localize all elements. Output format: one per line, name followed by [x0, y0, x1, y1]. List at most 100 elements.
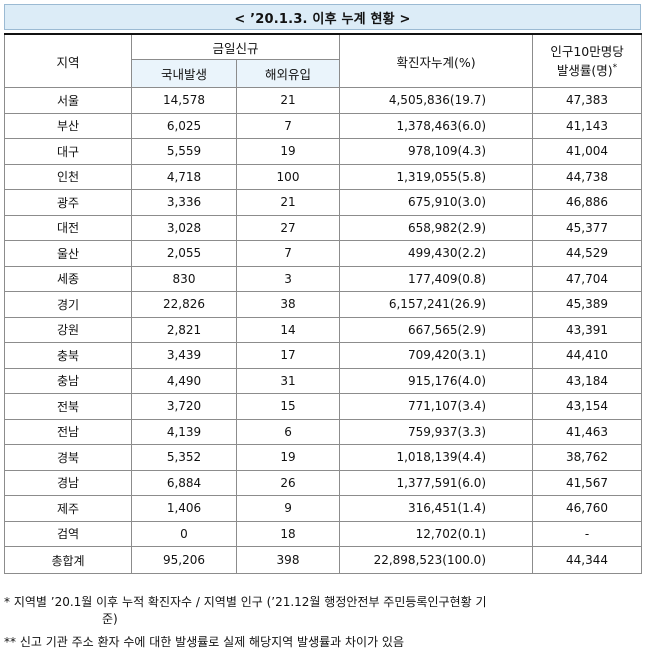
table-row: 전남 4,139 6 759,937(3.3) 41,463 [4, 418, 643, 445]
rate-cell: 44,529 [532, 240, 643, 267]
table-row: 강원 2,821 14 667,565(2.9) 43,391 [4, 316, 643, 343]
rate-cell: 44,344 [532, 546, 643, 574]
domestic-cell: 95,206 [131, 546, 237, 574]
region-cell: 경북 [4, 444, 132, 471]
region-cell: 총합계 [4, 546, 132, 574]
table-body: 서울 14,578 21 4,505,836(19.7) 47,383 부산 6,025 7… [4, 87, 643, 574]
cumulative-cell: 771,107(3.4) [339, 393, 534, 420]
rate-cell: 43,184 [532, 367, 643, 394]
rate-cell: 43,391 [532, 316, 643, 343]
cumulative-cell: 978,109(4.3) [339, 138, 534, 165]
header-domestic: 국내발생 [131, 59, 237, 88]
region-cell: 울산 [4, 240, 132, 267]
rate-cell: 47,383 [532, 87, 643, 114]
table-row: 대전 3,028 27 658,982(2.9) 45,377 [4, 214, 643, 241]
domestic-cell: 0 [131, 520, 237, 547]
rate-cell: 43,154 [532, 393, 643, 420]
overseas-cell: 7 [235, 240, 341, 267]
cumulative-cell: 1,319,055(5.8) [339, 163, 534, 190]
table-row: 충북 3,439 17 709,420(3.1) 44,410 [4, 342, 643, 369]
domestic-cell: 3,720 [131, 393, 237, 420]
table-row: 세종 830 3 177,409(0.8) 47,704 [4, 265, 643, 292]
region-cell: 서울 [4, 87, 132, 114]
table-row: 경남 6,884 26 1,377,591(6.0) 41,567 [4, 469, 643, 496]
cumulative-cell: 1,018,139(4.4) [339, 444, 534, 471]
overseas-cell: 100 [235, 163, 341, 190]
cumulative-status-table: 지역 금일신규 확진자누계(%) 인구10만명당 발생률(명)* 국내발생 해외… [4, 33, 643, 574]
rate-cell: 41,567 [532, 469, 643, 496]
region-cell: 강원 [4, 316, 132, 343]
overseas-cell: 31 [235, 367, 341, 394]
footnote-1-text: * 지역별 ’20.1월 이후 누적 확진자수 / 지역별 인구 (’21.12… [4, 595, 487, 609]
table-row: 경기 22,826 38 6,157,241(26.9) 45,389 [4, 291, 643, 318]
domestic-cell: 4,490 [131, 367, 237, 394]
table-row: 대구 5,559 19 978,109(4.3) 41,004 [4, 138, 643, 165]
region-cell: 대전 [4, 214, 132, 241]
overseas-cell: 38 [235, 291, 341, 318]
table-row: 충남 4,490 31 915,176(4.0) 43,184 [4, 367, 643, 394]
region-cell: 대구 [4, 138, 132, 165]
domestic-cell: 14,578 [131, 87, 237, 114]
region-cell: 경남 [4, 469, 132, 496]
overseas-cell: 15 [235, 393, 341, 420]
table-row: 전북 3,720 15 771,107(3.4) 43,154 [4, 393, 643, 420]
overseas-cell: 26 [235, 469, 341, 496]
rate-cell: 46,886 [532, 189, 643, 216]
header-cumulative: 확진자누계(%) [339, 33, 534, 88]
region-cell: 광주 [4, 189, 132, 216]
overseas-cell: 398 [235, 546, 341, 574]
domestic-cell: 2,055 [131, 240, 237, 267]
header-rate: 인구10만명당 발생률(명)* [532, 33, 643, 88]
domestic-cell: 2,821 [131, 316, 237, 343]
cumulative-cell: 759,937(3.3) [339, 418, 534, 445]
header-overseas: 해외유입 [235, 59, 341, 88]
rate-cell: 41,143 [532, 112, 643, 139]
header-today-new: 금일신규 [130, 33, 341, 60]
cumulative-cell: 1,377,591(6.0) [339, 469, 534, 496]
rate-cell: 46,760 [532, 495, 643, 522]
overseas-cell: 6 [235, 418, 341, 445]
domestic-cell: 3,028 [131, 214, 237, 241]
region-cell: 전북 [4, 393, 132, 420]
region-cell: 충남 [4, 367, 132, 394]
cumulative-cell: 6,157,241(26.9) [339, 291, 534, 318]
cumulative-cell: 12,702(0.1) [339, 520, 534, 547]
overseas-cell: 21 [235, 87, 341, 114]
table-row: 광주 3,336 21 675,910(3.0) 46,886 [4, 189, 643, 216]
overseas-cell: 19 [235, 138, 341, 165]
cumulative-cell: 675,910(3.0) [339, 189, 534, 216]
cumulative-cell: 22,898,523(100.0) [339, 546, 534, 574]
cumulative-cell: 1,378,463(6.0) [339, 112, 534, 139]
overseas-cell: 9 [235, 495, 341, 522]
rate-cell: 44,738 [532, 163, 643, 190]
cumulative-cell: 499,430(2.2) [339, 240, 534, 267]
overseas-cell: 7 [235, 112, 341, 139]
rate-cell: 45,377 [532, 214, 643, 241]
domestic-cell: 4,718 [131, 163, 237, 190]
rate-cell: 45,389 [532, 291, 643, 318]
table-row: 제주 1,406 9 316,451(1.4) 46,760 [4, 495, 643, 522]
region-cell: 제주 [4, 495, 132, 522]
domestic-cell: 5,352 [131, 444, 237, 471]
overseas-cell: 17 [235, 342, 341, 369]
region-cell: 충북 [4, 342, 132, 369]
table-row: 경북 5,352 19 1,018,139(4.4) 38,762 [4, 444, 643, 471]
rate-cell: 47,704 [532, 265, 643, 292]
overseas-cell: 21 [235, 189, 341, 216]
overseas-cell: 14 [235, 316, 341, 343]
cumulative-cell: 177,409(0.8) [339, 265, 534, 292]
overseas-cell: 19 [235, 444, 341, 471]
overseas-cell: 3 [235, 265, 341, 292]
table-row: 검역 0 18 12,702(0.1) - [4, 520, 643, 547]
cumulative-cell: 709,420(3.1) [339, 342, 534, 369]
domestic-cell: 1,406 [131, 495, 237, 522]
domestic-cell: 5,559 [131, 138, 237, 165]
header-rate-footnote-mark: * [612, 62, 618, 73]
table-row: 서울 14,578 21 4,505,836(19.7) 47,383 [4, 87, 643, 114]
table-row: 인천 4,718 100 1,319,055(5.8) 44,738 [4, 163, 643, 190]
rate-cell: 41,463 [532, 418, 643, 445]
domestic-cell: 22,826 [131, 291, 237, 318]
cumulative-cell: 316,451(1.4) [339, 495, 534, 522]
domestic-cell: 6,025 [131, 112, 237, 139]
overseas-cell: 18 [235, 520, 341, 547]
